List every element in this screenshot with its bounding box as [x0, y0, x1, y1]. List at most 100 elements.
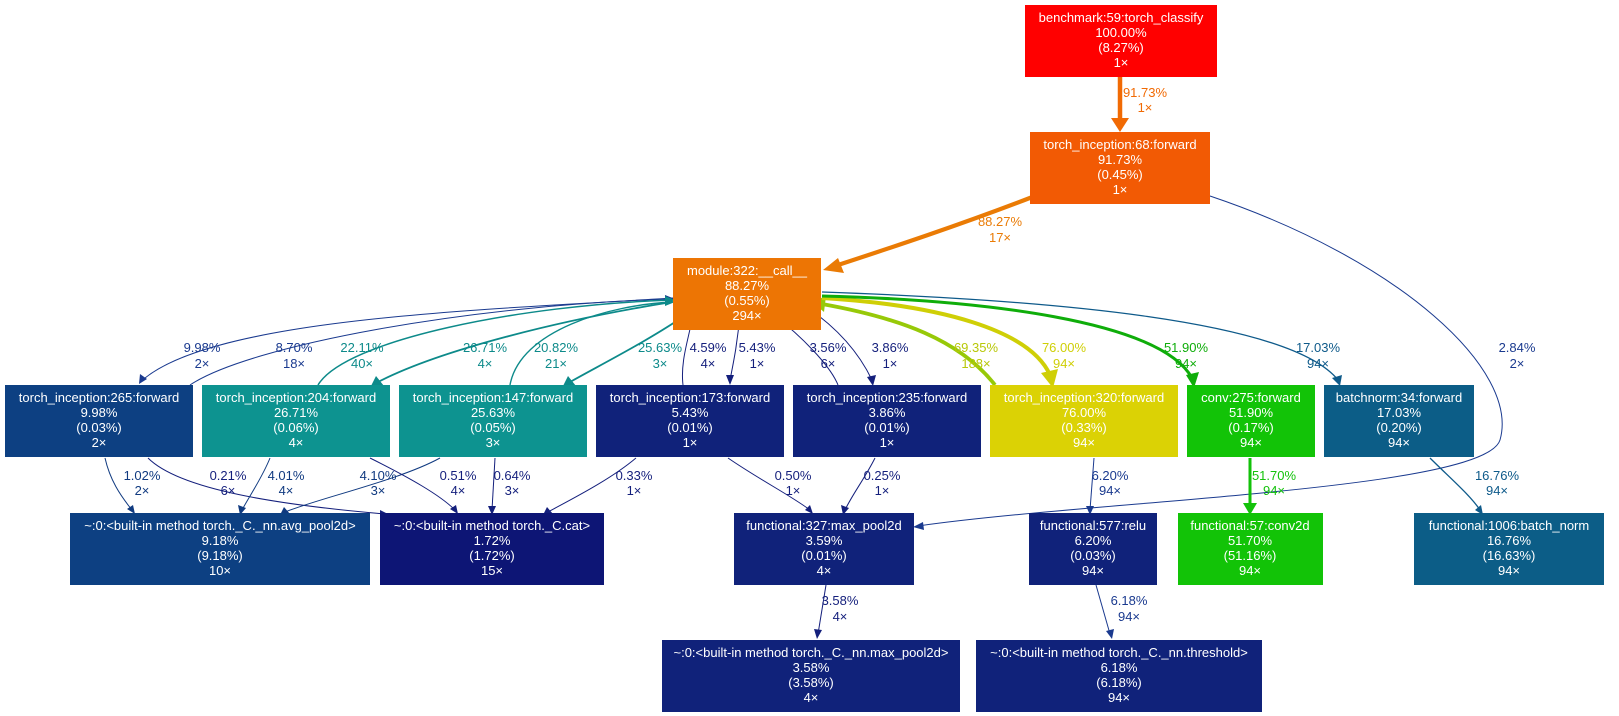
node-self: (0.01%)	[864, 420, 910, 435]
node-calls: 10×	[209, 563, 231, 578]
node-calls: 3×	[486, 435, 501, 450]
edge-label-pct: 6.20%	[1092, 468, 1129, 483]
node-name: batchnorm:34:forward	[1336, 390, 1462, 405]
nodes: benchmark:59:torch_classify 100.00% (8.2…	[5, 5, 1604, 712]
node-self: (0.45%)	[1097, 167, 1143, 182]
node-functional-batch-norm[interactable]: functional:1006:batch_norm 16.76% (16.63…	[1414, 513, 1604, 585]
edge-label-calls: 1×	[1138, 100, 1153, 115]
edge-label-calls: 21×	[545, 356, 567, 371]
edge-label-calls: 1×	[750, 356, 765, 371]
edge-label-calls: 1×	[875, 483, 890, 498]
node-total: 1.72%	[474, 533, 511, 548]
node-calls: 94×	[1388, 435, 1410, 450]
edge-label-pct: 0.21%	[210, 468, 247, 483]
node-torch-inception-147-forward[interactable]: torch_inception:147:forward 25.63% (0.05…	[399, 385, 587, 457]
node-total: 3.86%	[869, 405, 906, 420]
node-self: (0.03%)	[1070, 548, 1116, 563]
node-total: 6.20%	[1075, 533, 1112, 548]
node-conv-275-forward[interactable]: conv:275:forward 51.90% (0.17%) 94×	[1187, 385, 1315, 457]
node-total: 91.73%	[1098, 152, 1143, 167]
edge-label-pct: 8.70%	[276, 340, 313, 355]
edge-label-calls: 4×	[279, 483, 294, 498]
node-name: torch_inception:235:forward	[807, 390, 967, 405]
edge-label-calls: 2×	[195, 356, 210, 371]
edge-incep320-to-module322: 69.35% 188×	[812, 296, 998, 387]
edge-incep68-to-maxpool-functional: 2.84% 2×	[913, 195, 1536, 530]
edge-label-calls: 94×	[1099, 483, 1121, 498]
node-total: 6.18%	[1101, 660, 1138, 675]
node-name: module:322:__call__	[687, 263, 808, 278]
node-calls: 15×	[481, 563, 503, 578]
edge-incep68-to-module322: 88.27% 17×	[823, 194, 1036, 273]
node-batchnorm-34-forward[interactable]: batchnorm:34:forward 17.03% (0.20%) 94×	[1324, 385, 1474, 457]
edge-incep235-to-maxpool-functional: 0.25% 1×	[841, 457, 901, 515]
edge-module322-to-incep147: 25.63% 3×	[562, 311, 691, 388]
node-total: 100.00%	[1095, 25, 1147, 40]
node-torch-inception-204-forward[interactable]: torch_inception:204:forward 26.71% (0.06…	[202, 385, 390, 457]
edge-label-calls: 2×	[1510, 356, 1525, 371]
node-self: (0.06%)	[273, 420, 319, 435]
node-self: (0.20%)	[1376, 420, 1422, 435]
node-torch-inception-68-forward[interactable]: torch_inception:68:forward 91.73% (0.45%…	[1030, 132, 1210, 204]
node-builtin-max-pool2d[interactable]: ~:0:<built-in method torch._C._nn.max_po…	[662, 640, 960, 712]
edge-label-calls: 1×	[883, 356, 898, 371]
edge-label-pct: 51.90%	[1164, 340, 1209, 355]
node-builtin-cat[interactable]: ~:0:<built-in method torch._C.cat> 1.72%…	[380, 513, 604, 585]
node-torch-inception-320-forward[interactable]: torch_inception:320:forward 76.00% (0.33…	[990, 385, 1178, 457]
node-functional-conv2d[interactable]: functional:57:conv2d 51.70% (51.16%) 94×	[1178, 513, 1323, 585]
node-name: ~:0:<built-in method torch._C._nn.avg_po…	[84, 518, 355, 533]
edge-label-calls: 1×	[786, 483, 801, 498]
edge-label-pct: 1.02%	[124, 468, 161, 483]
edge-label-pct: 9.98%	[184, 340, 221, 355]
edge-label-calls: 94×	[1118, 609, 1140, 624]
edge-label-pct: 3.58%	[822, 593, 859, 608]
node-calls: 94×	[1498, 563, 1520, 578]
node-torch-inception-173-forward[interactable]: torch_inception:173:forward 5.43% (0.01%…	[596, 385, 784, 457]
node-self: (0.01%)	[801, 548, 847, 563]
edge-label-pct: 16.76%	[1475, 468, 1520, 483]
node-name: functional:1006:batch_norm	[1429, 518, 1589, 533]
node-self: (0.03%)	[76, 420, 122, 435]
edge-module322-to-batchnorm34: 17.03% 94×	[821, 291, 1342, 386]
node-calls: 1×	[880, 435, 895, 450]
node-torch-inception-265-forward[interactable]: torch_inception:265:forward 9.98% (0.03%…	[5, 385, 193, 457]
edge-incep147-to-cat: 0.64% 3×	[488, 457, 531, 515]
node-calls: 4×	[289, 435, 304, 450]
node-self: (0.17%)	[1228, 420, 1274, 435]
node-name: functional:577:relu	[1040, 518, 1146, 533]
edge-incep204-to-cat: 0.51% 4×	[369, 457, 477, 514]
node-total: 16.76%	[1487, 533, 1532, 548]
node-torch-inception-235-forward[interactable]: torch_inception:235:forward 3.86% (0.01%…	[793, 385, 981, 457]
edge-label-pct: 20.82%	[534, 340, 579, 355]
node-functional-relu[interactable]: functional:577:relu 6.20% (0.03%) 94×	[1029, 513, 1157, 585]
edge-label-pct: 3.56%	[810, 340, 847, 355]
node-self: (6.18%)	[1096, 675, 1142, 690]
node-total: 9.18%	[202, 533, 239, 548]
node-benchmark-torch-classify[interactable]: benchmark:59:torch_classify 100.00% (8.2…	[1025, 5, 1217, 77]
edge-label-calls: 94×	[1307, 356, 1329, 371]
node-total: 88.27%	[725, 278, 770, 293]
node-functional-max-pool2d[interactable]: functional:327:max_pool2d 3.59% (0.01%) …	[734, 513, 914, 585]
node-builtin-avg-pool2d[interactable]: ~:0:<built-in method torch._C._nn.avg_po…	[70, 513, 370, 585]
edge-label-pct: 0.51%	[440, 468, 477, 483]
edge-label-calls: 6×	[221, 483, 236, 498]
node-name: torch_inception:147:forward	[413, 390, 573, 405]
edge-label-pct: 4.10%	[360, 468, 397, 483]
edge-relu-to-threshold: 6.18% 94×	[1095, 584, 1148, 639]
edge-incep173-to-cat: 0.33% 1×	[543, 457, 653, 515]
node-name: benchmark:59:torch_classify	[1039, 10, 1204, 25]
node-calls: 94×	[1240, 435, 1262, 450]
edge-label-calls: 94×	[1263, 483, 1285, 498]
edge-label-calls: 4×	[833, 609, 848, 624]
edge-label-pct: 26.71%	[463, 340, 508, 355]
node-name: torch_inception:173:forward	[610, 390, 770, 405]
edge-incep173-to-maxpool-functional: 0.50% 1×	[727, 457, 813, 514]
edge-incep147-to-module322: 20.82% 21×	[509, 298, 675, 386]
edge-label-pct: 22.11%	[340, 340, 384, 355]
node-total: 5.43%	[672, 405, 709, 420]
node-builtin-threshold[interactable]: ~:0:<built-in method torch._C._nn.thresh…	[976, 640, 1262, 712]
node-name: ~:0:<built-in method torch._C._nn.max_po…	[674, 645, 949, 660]
node-module-322-call[interactable]: module:322:__call__ 88.27% (0.55%) 294×	[673, 258, 821, 330]
edge-label-calls: 4×	[451, 483, 466, 498]
